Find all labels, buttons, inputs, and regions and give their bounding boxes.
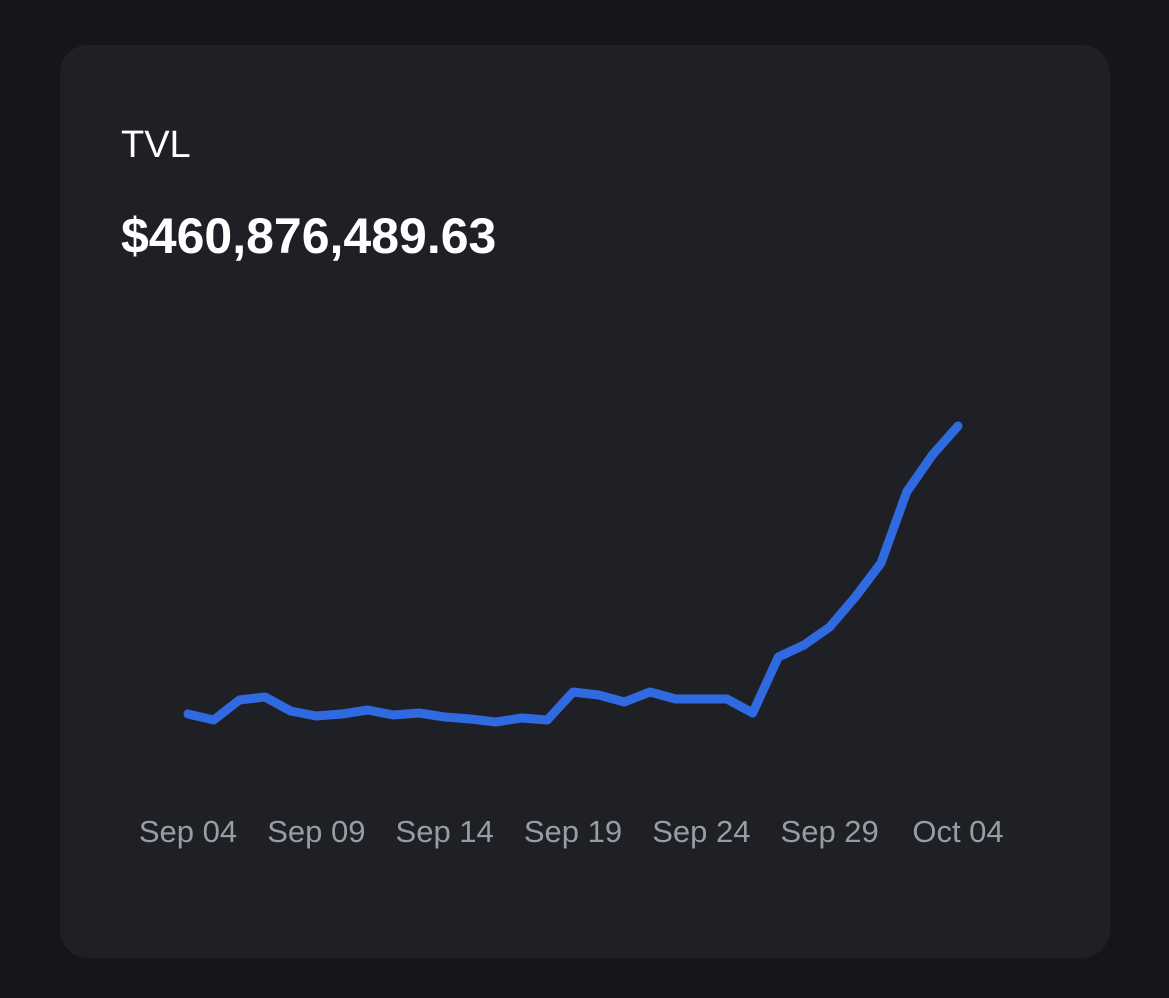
x-tick-label: Sep 29 — [781, 814, 879, 849]
line — [183, 421, 963, 727]
x-tick-label: Sep 24 — [652, 814, 750, 849]
tvl-value: $460,876,489.63 — [121, 208, 496, 264]
x-tick-label: Sep 14 — [396, 814, 494, 849]
card — [60, 45, 1110, 958]
x-tick-label: Oct 04 — [912, 814, 1003, 849]
x-tick-label: Sep 04 — [139, 814, 237, 849]
card-title: TVL — [121, 124, 191, 166]
x-tick-label: Sep 19 — [524, 814, 622, 849]
x-tick-label: Sep 09 — [267, 814, 365, 849]
